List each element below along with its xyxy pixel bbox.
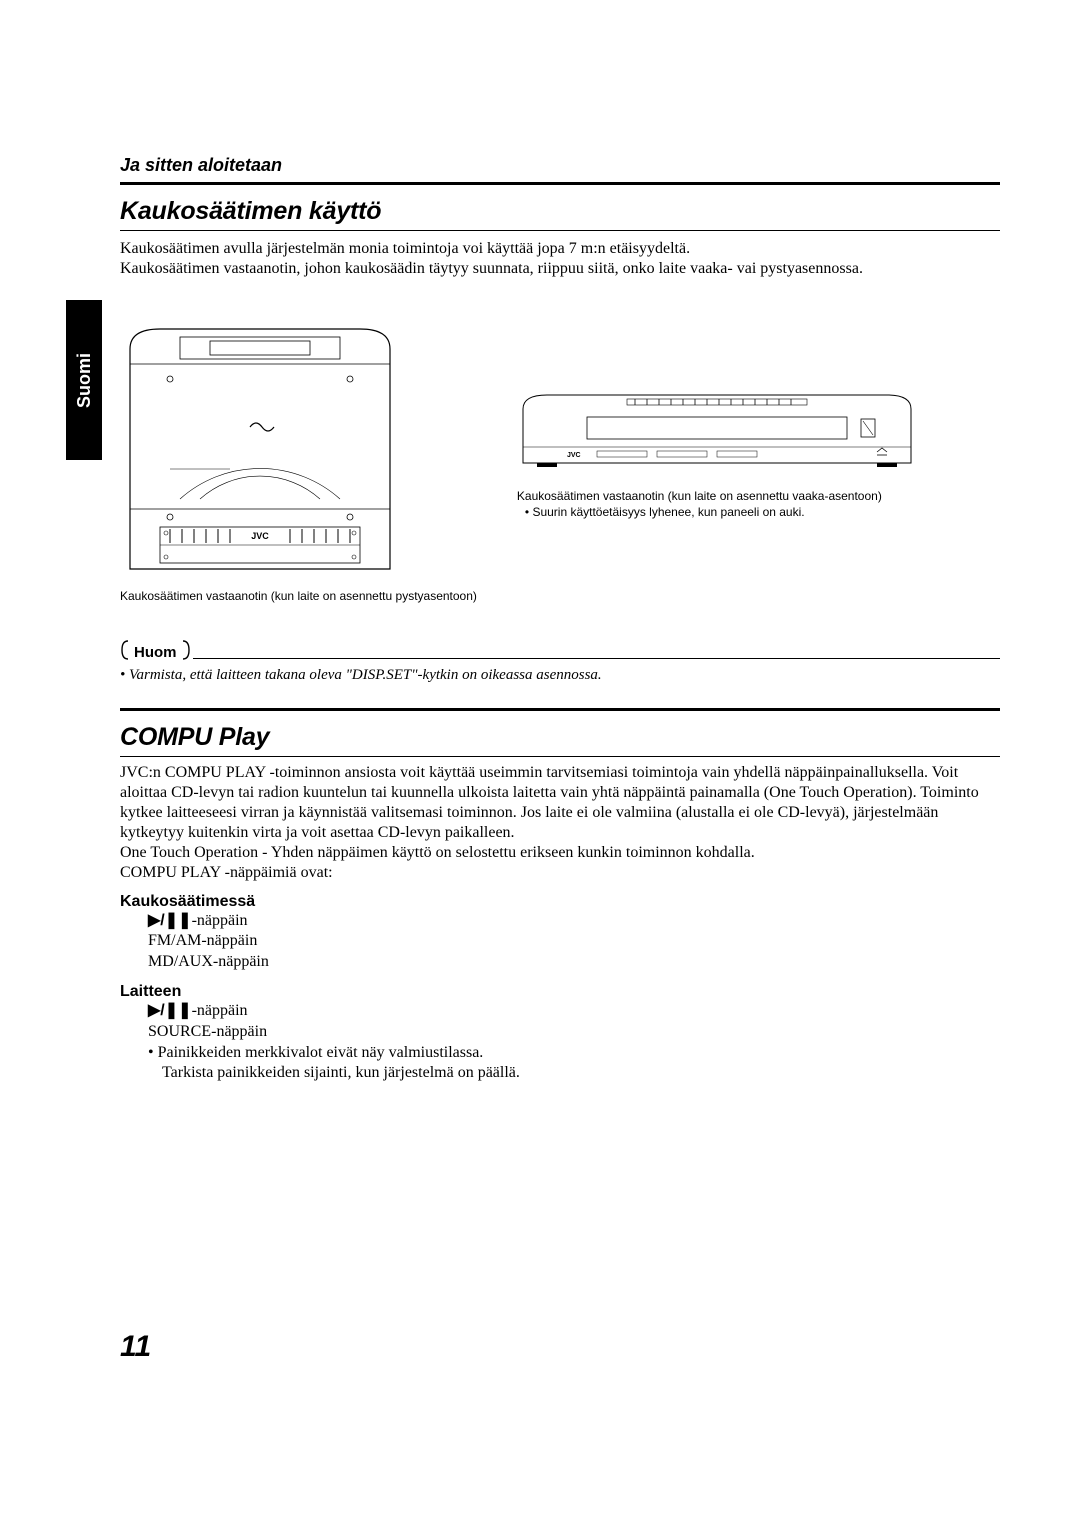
section2-title: COMPU Play (120, 723, 1000, 752)
remote-btn1-suffix: -näppäin (192, 912, 248, 929)
svg-text:JVC: JVC (251, 531, 269, 541)
divider (120, 230, 1000, 231)
note-underline (193, 658, 1001, 659)
note-bracket-right (181, 639, 191, 661)
chapter-heading: Ja sitten aloitetaan (120, 155, 1000, 176)
remote-heading: Kaukosäätimessä (120, 893, 1000, 911)
list-item-bullet-line2: Tarkista painikkeiden sijainti, kun järj… (162, 1063, 1000, 1084)
figure-row: JVC Kaukosäätimen vastaanotin (kun laite… (120, 319, 1000, 605)
divider (120, 756, 1000, 757)
page-content: Ja sitten aloitetaan Kaukosäätimen käytt… (120, 155, 1000, 1084)
note-text: • Varmista, että laitteen takana oleva "… (120, 667, 1000, 684)
list-item: ▶/❚❚-näppäin (148, 1001, 1000, 1022)
language-tab-label: Suomi (74, 352, 95, 407)
section2-body: JVC:n COMPU PLAY -toiminnon ansiosta voi… (120, 763, 1000, 883)
section1-p2: Kaukosäätimen vastaanotin, johon kaukosä… (120, 260, 863, 277)
note-label: Huom (130, 644, 181, 661)
figure-horizontal: JVC Kaukosäätimen vastaanotin (kun laite… (517, 389, 917, 520)
figure-vertical: JVC Kaukosäätimen vastaanotin (kun laite… (120, 319, 477, 605)
language-tab: Suomi (66, 300, 102, 460)
section1-p1: Kaukosäätimen avulla järjestelmän monia … (120, 240, 690, 257)
note-block: Huom • Varmista, että laitteen takana ol… (120, 639, 1000, 684)
note-label-row: Huom (120, 639, 1000, 661)
section2-body-text: JVC:n COMPU PLAY -toiminnon ansiosta voi… (120, 764, 979, 881)
divider (120, 182, 1000, 185)
device-vertical-diagram: JVC (120, 319, 400, 579)
unit-button-list: ▶/❚❚-näppäin SOURCE-näppäin • Painikkeid… (148, 1001, 1000, 1084)
figure-horizontal-caption-bullet: • Suurin käyttöetäisyys lyhenee, kun pan… (525, 505, 805, 519)
figure-horizontal-caption: Kaukosäätimen vastaanotin (kun laite on … (517, 489, 917, 520)
section1-title: Kaukosäätimen käyttö (120, 197, 1000, 226)
divider (120, 708, 1000, 711)
note-bracket-left (120, 639, 130, 661)
device-horizontal-diagram: JVC (517, 389, 917, 479)
remote-button-list: ▶/❚❚-näppäin FM/AM-näppäin MD/AUX-näppäi… (148, 911, 1000, 973)
list-item: MD/AUX-näppäin (148, 952, 1000, 973)
section1-paragraph: Kaukosäätimen avulla järjestelmän monia … (120, 239, 1000, 279)
figure-vertical-caption: Kaukosäätimen vastaanotin (kun laite on … (120, 589, 477, 605)
unit-btn1-suffix: -näppäin (192, 1002, 248, 1019)
svg-text:JVC: JVC (567, 452, 581, 459)
unit-heading: Laitteen (120, 983, 1000, 1001)
play-pause-icon: ▶/❚❚ (148, 1002, 192, 1019)
page-number: 11 (120, 1330, 151, 1364)
list-item: SOURCE-näppäin (148, 1022, 1000, 1043)
list-item-bullet: • Painikkeiden merkkivalot eivät näy val… (148, 1043, 1000, 1064)
list-item: FM/AM-näppäin (148, 931, 1000, 952)
list-item: ▶/❚❚-näppäin (148, 911, 1000, 932)
figure-horizontal-caption-line1: Kaukosäätimen vastaanotin (kun laite on … (517, 489, 882, 503)
play-pause-icon: ▶/❚❚ (148, 912, 192, 929)
